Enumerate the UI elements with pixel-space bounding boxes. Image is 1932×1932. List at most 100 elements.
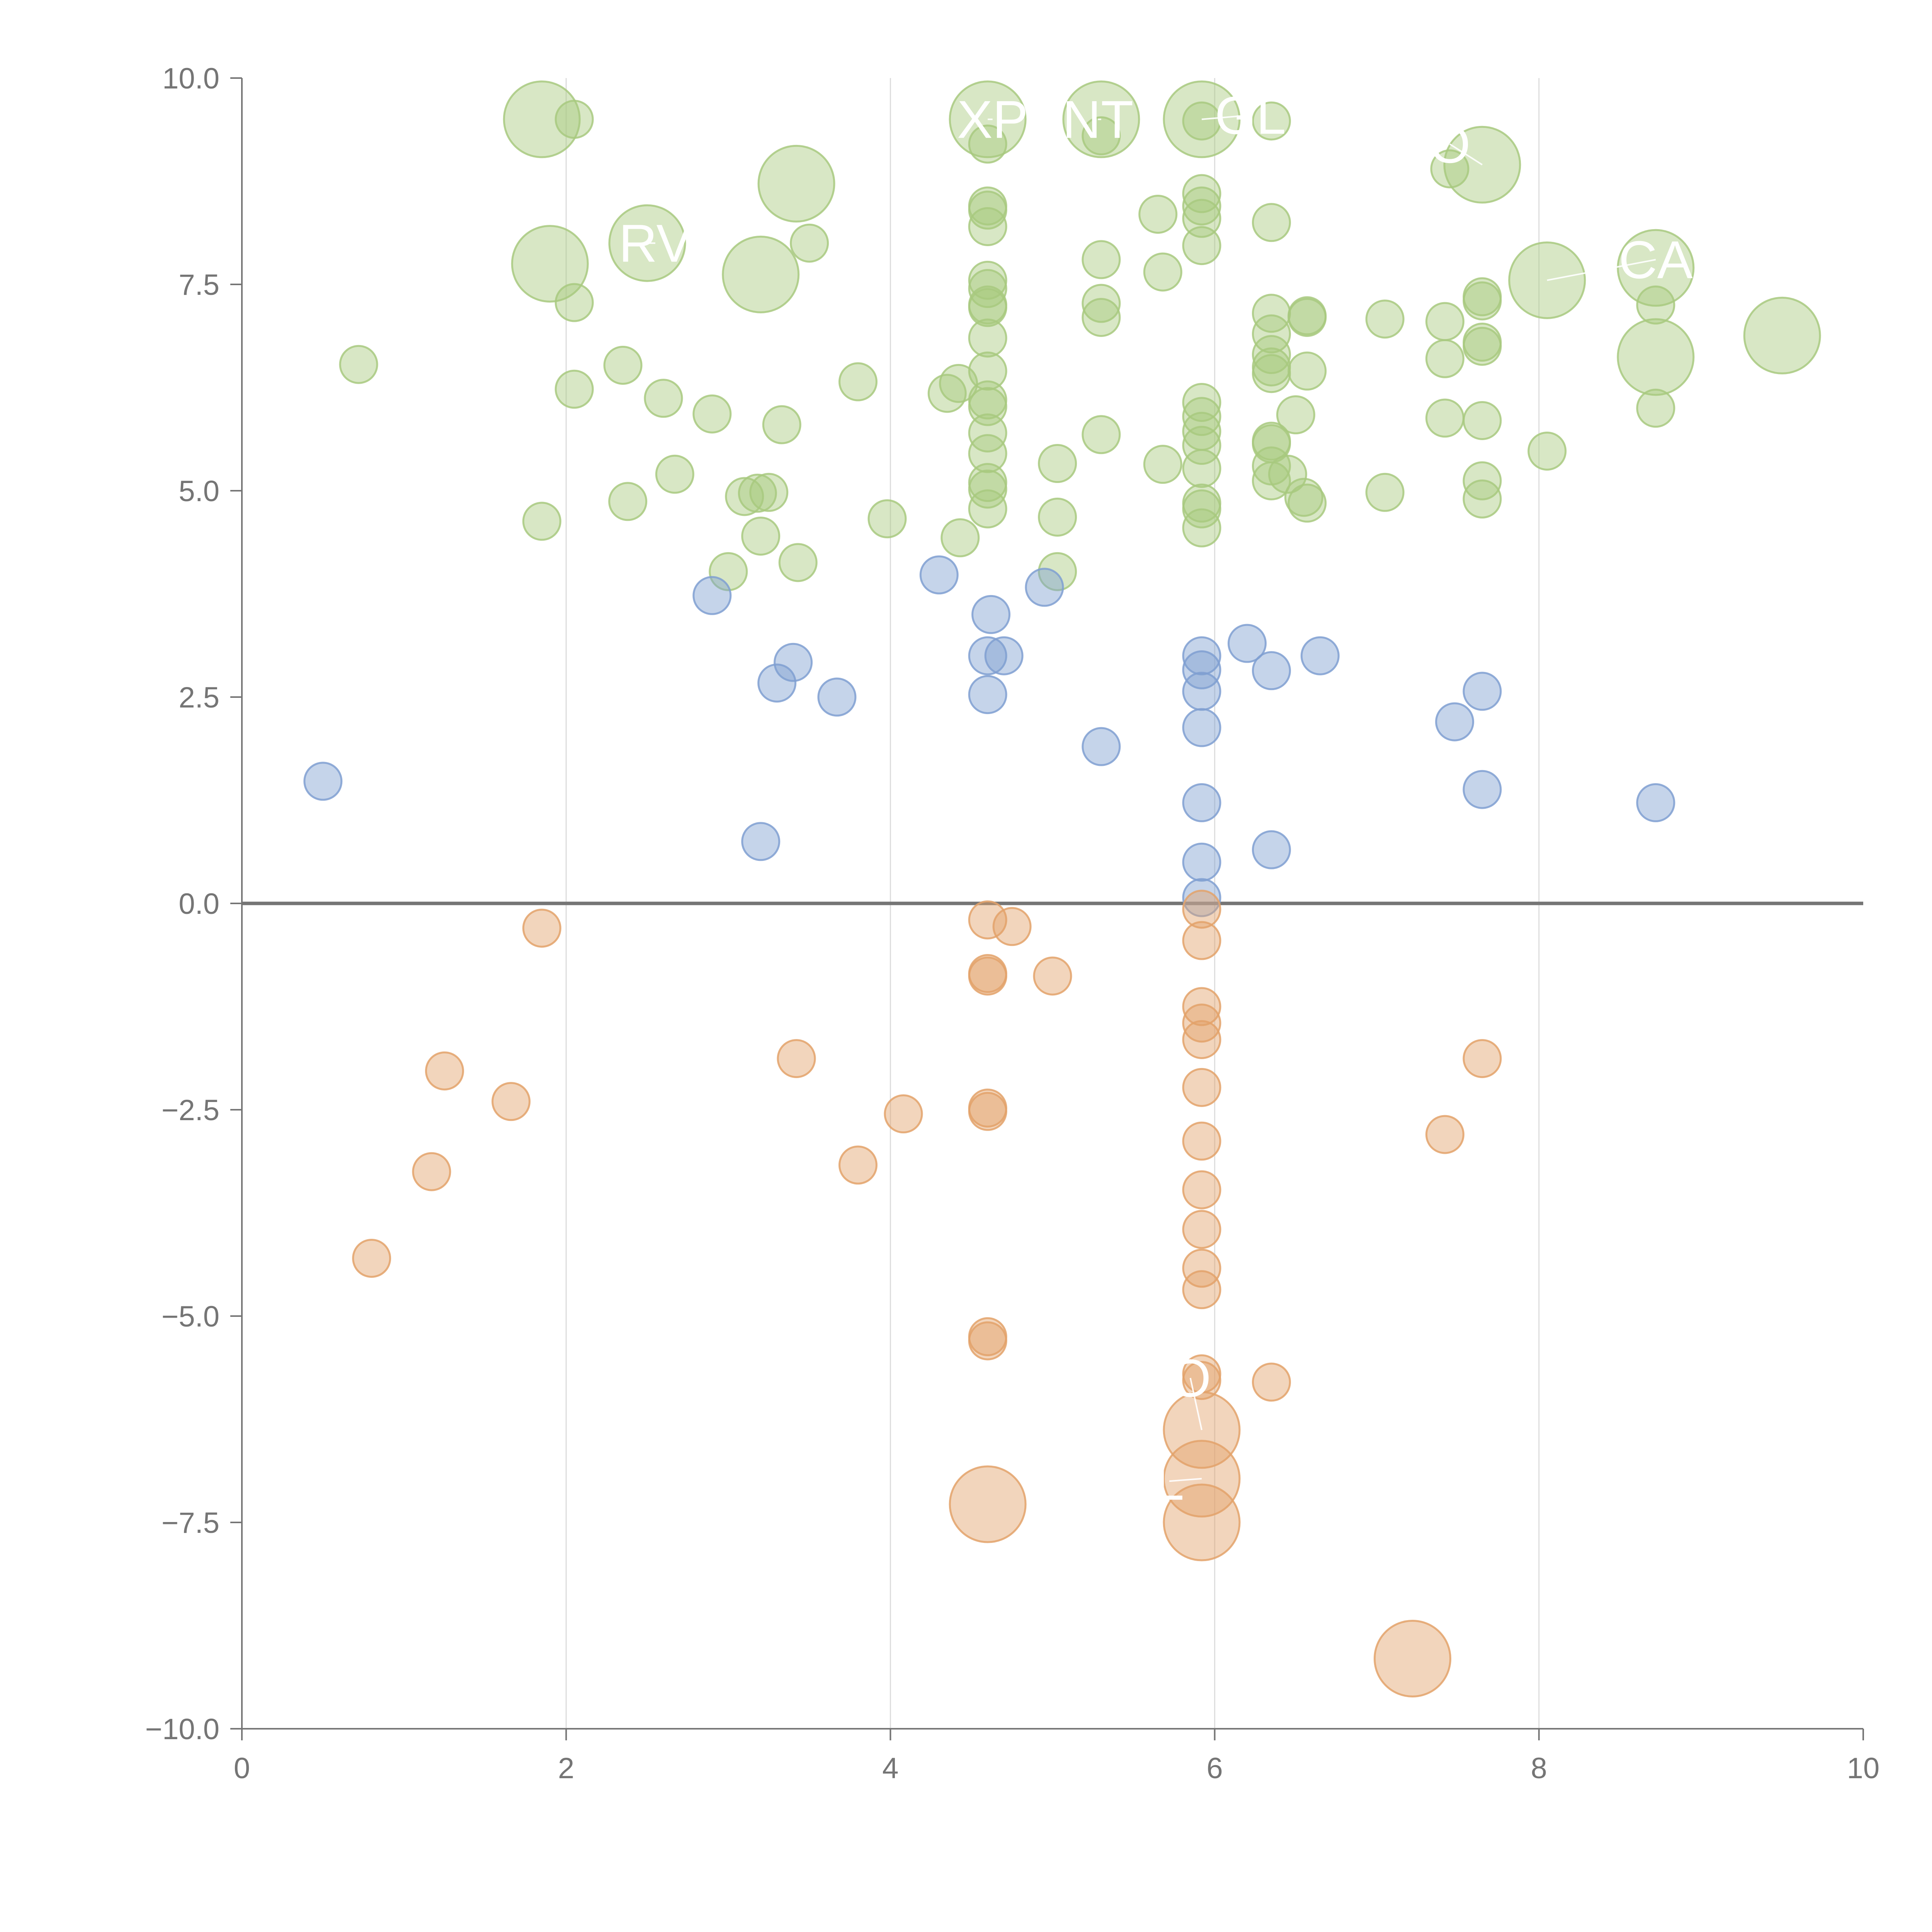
data-point [968,1321,1007,1361]
point-label: GL [1215,86,1286,145]
data-point [1182,650,1221,690]
point-label: O [1170,1349,1211,1408]
label-leader-line [1169,1478,1202,1482]
data-point [1463,401,1502,440]
data-point [741,516,781,556]
data-point [655,454,694,494]
data-point [1425,1115,1464,1154]
data-point [1182,1020,1221,1059]
data-point [1463,327,1502,366]
data-point [867,499,907,539]
x-tick-label: 6 [1206,1752,1223,1785]
data-point [1182,1170,1221,1209]
data-point [777,1039,816,1078]
y-tick-label: −10.0 [145,1713,219,1746]
data-point [1182,842,1221,882]
data-point [1163,1483,1241,1561]
data-point [1082,240,1121,279]
data-point [412,1152,451,1191]
point-label: L [1155,1452,1184,1511]
data-point [1287,351,1327,391]
data-point [1182,1121,1221,1161]
data-point [554,100,594,139]
data-point [725,477,764,516]
data-point [968,434,1007,473]
data-point [1435,702,1475,742]
data-point [1252,1362,1291,1402]
data-point [692,576,732,615]
data-point [1182,921,1221,960]
data-point [1252,314,1291,354]
data-point [1425,302,1464,341]
data-point [339,345,378,384]
label-leader-line [1449,143,1483,165]
point-label: XP [957,90,1028,150]
data-point [927,374,967,413]
data-point [757,145,835,223]
y-tick-label: 10.0 [162,62,219,95]
data-point [1182,783,1221,822]
data-point [838,1145,878,1185]
data-point [1082,284,1121,323]
data-point [1082,727,1121,766]
data-point [1617,229,1695,307]
data-point [1182,383,1221,422]
data-point [1182,672,1221,711]
data-point [1365,299,1405,339]
data-point [884,1094,923,1134]
data-point [1636,388,1675,428]
point-label: RV [619,214,692,273]
data-point [1138,194,1178,234]
data-point [968,124,1007,164]
data-point [1038,497,1077,537]
data-point [1182,636,1221,675]
data-point [940,518,980,558]
data-point [1025,568,1064,607]
y-tick-label: 0.0 [179,888,219,920]
data-point [1463,672,1502,711]
data-point [1182,186,1221,226]
data-point [968,288,1007,327]
series-positive [339,80,1821,591]
data-point [1182,1003,1221,1043]
data-point [1287,483,1327,523]
data-point [1463,479,1502,519]
data-point [1425,339,1464,378]
data-point [1182,199,1221,238]
y-tick-label: 5.0 [179,475,219,508]
data-point [1182,397,1221,436]
data-point [762,405,801,444]
data-point [971,595,1011,634]
data-point [984,636,1024,675]
data-point [522,502,561,541]
data-point [919,555,959,595]
data-point [303,762,343,801]
data-point [968,351,1007,391]
data-point [1374,1619,1452,1697]
data-point [1038,552,1077,591]
data-point [511,225,589,303]
data-point [741,822,781,861]
x-tick-label: 10 [1847,1752,1880,1785]
data-point [1425,398,1464,438]
data-point [709,552,748,591]
data-point [1527,431,1567,471]
data-point [1463,1039,1502,1078]
data-point [1143,445,1182,484]
data-point [503,80,581,158]
data-point [778,543,818,582]
data-point [968,207,1007,246]
data-point [1463,281,1502,321]
data-point [522,908,561,948]
data-point [838,362,878,401]
data-point [738,473,777,513]
data-point [608,482,648,521]
data-point [949,1465,1027,1543]
label-leader-line [1201,114,1251,120]
data-point [968,636,1007,675]
data-point [1182,1210,1221,1249]
data-point [1182,878,1221,917]
x-tick-label: 8 [1531,1752,1547,1785]
